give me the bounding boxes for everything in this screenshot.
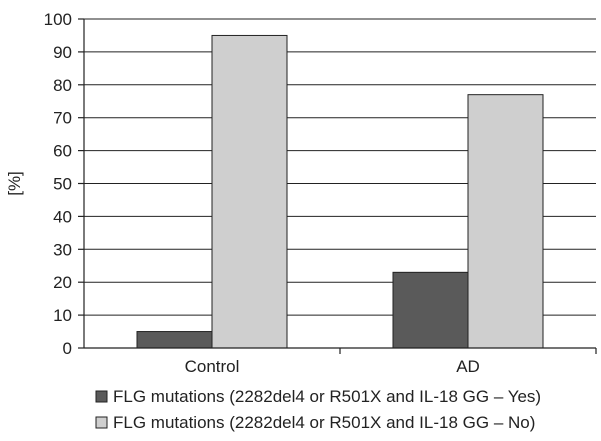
y-tick-label: 40: [53, 207, 72, 226]
bars: [136, 34, 544, 349]
axes: 0 10 20 30 40 50 60 70 80 90 100 Control AD: [44, 10, 597, 376]
bar-control-series-2: [211, 34, 288, 349]
y-tick-label: 30: [53, 240, 72, 259]
bar-ad-series-1: [392, 271, 469, 349]
y-tick-label: 70: [53, 109, 72, 128]
y-tick-label: 90: [53, 43, 72, 62]
y-tick-label: 60: [53, 142, 72, 161]
y-tick-label: 0: [63, 339, 72, 358]
bar-ad-series-2: [467, 94, 544, 349]
legend-label: FLG mutations (2282del4 or R501X and IL-…: [113, 387, 541, 406]
y-axis-label: [%]: [5, 171, 24, 196]
x-tick-label: Control: [185, 357, 240, 376]
y-tick-label: 20: [53, 273, 72, 292]
legend-swatch: [95, 390, 108, 403]
y-tick-label: 100: [44, 10, 72, 29]
y-tick-label: 80: [53, 76, 72, 95]
legend: FLG mutations (2282del4 or R501X and IL-…: [95, 387, 541, 432]
bar-control-series-1: [136, 331, 213, 349]
y-tick-label: 50: [53, 175, 72, 194]
gridlines: [84, 18, 596, 316]
legend-swatch: [95, 416, 108, 429]
legend-label: FLG mutations (2282del4 or R501X and IL-…: [113, 413, 535, 432]
y-tick-label: 10: [53, 306, 72, 325]
x-tick-label: AD: [456, 357, 480, 376]
